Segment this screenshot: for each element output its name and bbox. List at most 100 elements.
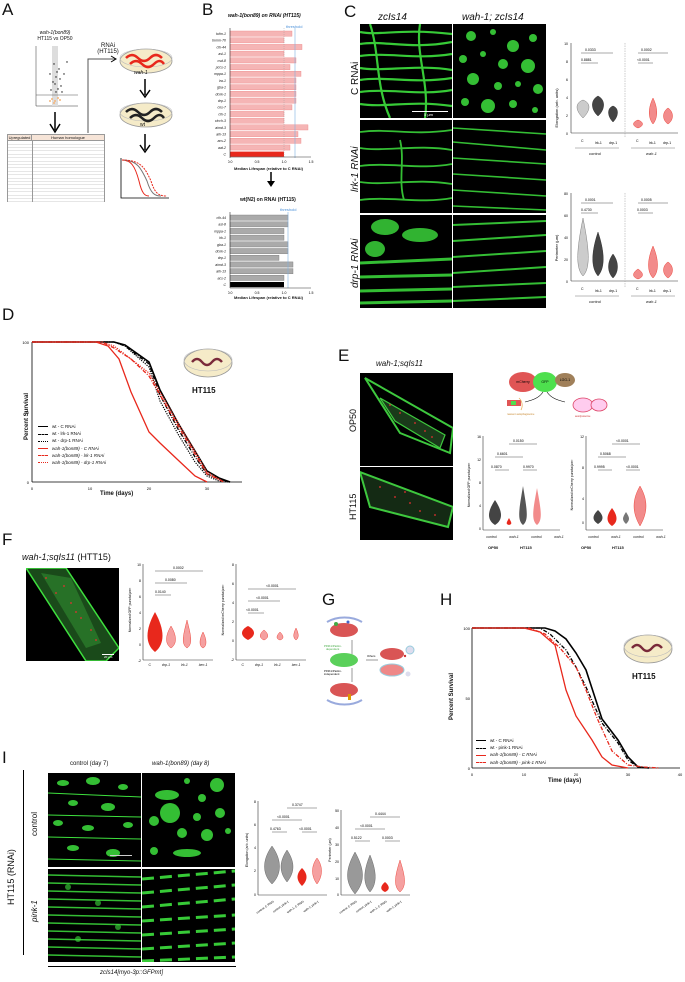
svg-text:Normalized mCherry puncta/µm²: Normalized mCherry puncta/µm² — [221, 584, 225, 635]
svg-text:wah-1; C RNAi: wah-1; C RNAi — [286, 899, 305, 914]
svg-text:control; C RNAi: control; C RNAi — [255, 899, 275, 914]
svg-text:clh-44: clh-44 — [216, 45, 226, 49]
micrograph-c-zcis14-drp1 — [360, 215, 452, 308]
svg-text:acs-2: acs-2 — [217, 276, 226, 280]
svg-text:GFP: GFP — [541, 380, 549, 384]
svg-text:0.5122: 0.5122 — [351, 836, 362, 840]
legend-h: wt - C RNAi wt - pink-1 RNAi wah-1(bon89… — [476, 737, 546, 766]
survival-chart-d: 100 50 0 0 10 20 30 — [22, 340, 242, 491]
legend-d: wt - C RNAi wt - lrk-1 RNAi wt - drp-1 R… — [38, 423, 106, 466]
svg-text:aimd-3: aimd-3 — [215, 263, 226, 267]
panel-label-f: F — [2, 530, 13, 549]
svg-text:clh-1: clh-1 — [218, 112, 226, 116]
svg-text:30: 30 — [205, 486, 210, 491]
svg-text:mCherry: mCherry — [516, 380, 530, 384]
svg-text:0: 0 — [254, 893, 256, 897]
svg-text:16: 16 — [477, 435, 481, 439]
legend-item: wt - lrk-1 RNAi — [38, 430, 106, 437]
svg-text:20: 20 — [335, 860, 339, 864]
svg-text:alh-13: alh-13 — [216, 133, 226, 137]
svg-text:0: 0 — [471, 772, 474, 777]
svg-text:0: 0 — [566, 280, 568, 284]
threshold-label: threshold — [286, 24, 303, 29]
svg-text:C: C — [636, 287, 639, 291]
svg-text:20: 20 — [564, 258, 568, 262]
svg-text:0.0003: 0.0003 — [382, 836, 393, 840]
svg-text:drp-1: drp-1 — [609, 141, 617, 145]
svg-text:10: 10 — [137, 563, 141, 567]
svg-text:drp-1: drp-1 — [609, 289, 617, 293]
svg-text:10: 10 — [522, 772, 527, 777]
title-f: wah-1;sqIs11 (HTT15) — [22, 552, 111, 562]
panel-label-g: G — [322, 590, 336, 609]
svg-text:C: C — [581, 287, 584, 291]
svg-text:40: 40 — [678, 772, 683, 777]
threshold-label-bottom: threshold — [280, 207, 297, 212]
micrograph-i-wah1-control — [142, 773, 235, 867]
column-header-control-day7: control (day 7) — [70, 761, 109, 767]
panel-label-a: A — [2, 0, 14, 19]
bar-chart-b-top: tufm-1 tomm-70 clh-44 asl-1 csd-8 pccs-1 mppa… — [212, 28, 309, 158]
group-label-op50: OP50 — [488, 545, 499, 550]
svg-text:50: 50 — [25, 410, 30, 415]
svg-text:40: 40 — [335, 826, 339, 830]
micrograph-f: 20 µm — [26, 568, 119, 661]
scale-bar — [412, 111, 448, 112]
svg-text:<0.0001: <0.0001 — [360, 824, 373, 828]
svg-text:lrk-1: lrk-1 — [219, 236, 226, 240]
legend-item: wah-1(bon89) - C RNAi — [476, 751, 546, 758]
svg-text:0: 0 — [566, 132, 568, 136]
table-header: Upregulated proteins — [8, 135, 32, 145]
title-e: wah-1;sqIs11 — [376, 359, 423, 368]
svg-text:4: 4 — [582, 497, 584, 501]
arrow-down-icon — [267, 172, 275, 187]
svg-text:clh-44: clh-44 — [216, 216, 226, 220]
arrow-down-icon — [49, 112, 61, 134]
svg-text:lrk-1: lrk-1 — [649, 141, 656, 145]
svg-text:0: 0 — [479, 527, 481, 531]
violin-chart-f-gfp: Normalized GFP puncta/µm² 10 8 6 4 2 0 -2 0.00… — [128, 563, 213, 663]
svg-text:8: 8 — [254, 800, 256, 804]
upregulated-protein-table: Upregulated proteins Human homologue — [7, 134, 105, 202]
svg-text:0: 0 — [582, 521, 584, 525]
xticks-e-gfp: control wah-1 control wah-1 — [486, 535, 564, 539]
micrograph-i-control-pink1 — [48, 869, 141, 962]
svg-text:0.5068: 0.5068 — [600, 452, 611, 456]
svg-text:0: 0 — [468, 766, 471, 771]
micrograph-i-control-control — [48, 773, 141, 867]
micrograph-e-ht115 — [360, 467, 453, 540]
svg-text:clcch-3: clcch-3 — [215, 119, 226, 123]
petri-dish-icon — [183, 348, 233, 378]
svg-text:wah-1; pink-1: wah-1; pink-1 — [386, 899, 403, 913]
volcano-title-1: wah-1(bon89) — [39, 30, 71, 36]
svg-text:50: 50 — [466, 696, 471, 701]
group-label-control-2: control — [589, 299, 602, 304]
violin-chart-f-mcherry: Normalized mCherry puncta/µm² 8 6 4 2 0 -2 <0… — [221, 563, 306, 662]
svg-text:8: 8 — [566, 60, 568, 64]
svg-text:PINK1/Parkin-: PINK1/Parkin- — [324, 644, 342, 648]
legend-item: wah-1(bon89) - C RNAi — [38, 445, 106, 452]
svg-text:dcnk-1: dcnk-1 — [215, 250, 226, 254]
svg-text:12: 12 — [580, 435, 584, 439]
svg-text:4: 4 — [254, 846, 256, 850]
volcano-plot — [35, 46, 78, 107]
svg-text:0.5: 0.5 — [255, 160, 260, 164]
xticks-e-mcherry: control wah-1 control wah-1 — [588, 535, 666, 539]
svg-text:60: 60 — [564, 214, 568, 218]
plate-label-wah1: wah-1 — [134, 70, 148, 76]
svg-text:mppa-1: mppa-1 — [214, 229, 226, 233]
svg-text:0: 0 — [232, 639, 234, 643]
row-label-control: control — [30, 811, 39, 836]
svg-text:0.4444: 0.4444 — [375, 812, 386, 816]
violin-chart-i-elongation: Elongation (arb. units) 8 6 4 2 0 0.3747 <0.0… — [245, 800, 327, 915]
svg-text:10: 10 — [88, 486, 93, 491]
svg-text:0.0080: 0.0080 — [165, 578, 176, 582]
x-axis-b-top: 0.0 0.5 1.0 1.5 — [228, 156, 313, 164]
legend-item: wah-1(bon89) - drp-1 RNAi — [38, 459, 106, 466]
x-axis-b-bottom: 0.0 0.5 1.0 1.5 — [228, 287, 313, 295]
svg-text:drp-1: drp-1 — [218, 99, 226, 103]
svg-text:<0.0001: <0.0001 — [299, 827, 312, 831]
svg-text:2: 2 — [232, 620, 234, 624]
plate-label-wt: wt — [140, 122, 145, 128]
